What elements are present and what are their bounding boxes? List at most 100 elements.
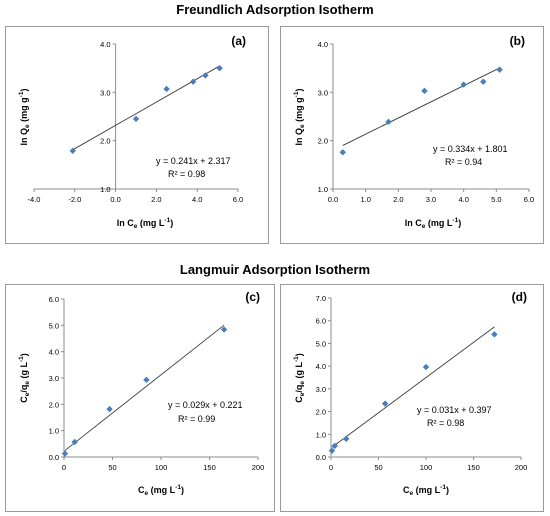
chart-panel-a: -4.0 -2.0 0.0 2.0 4.0 6.0 1.0 2.0 3.0 4.0 y = 0.24… [5,26,269,244]
trendline [72,65,220,151]
x-tick-label: -4.0 [28,195,41,204]
x-tick-label: 0 [62,463,66,472]
x-axis-title: ln Ce (mg L-1) [117,217,173,230]
trendline [331,326,495,448]
data-point-marker [143,376,150,384]
y-tick-label: 0.0 [49,453,59,462]
fit-equation: y = 0.334x + 1.801 [433,144,508,154]
x-tick-label: 4.0 [458,195,468,204]
panel-label: (c) [245,290,260,304]
x-tick-label: 100 [155,463,168,472]
r-squared: R² = 0.99 [178,414,215,424]
chart-c-svg: 0 50 100 150 200 0.0 1.0 2.0 3.0 4.0 5.0 6.0 y = 0.0… [18,290,265,497]
y-tick-label: 3.0 [49,374,59,383]
y-axis-title: ln Qe (mg g-1) [18,89,31,146]
x-axis-title: ln Ce (mg L-1) [405,217,461,230]
fit-equation: y = 0.029x + 0.221 [168,400,243,410]
y-tick-label: 3.0 [318,88,328,97]
y-tick-label: 0.0 [316,453,326,462]
fit-equation: y = 0.031x + 0.397 [417,405,492,415]
x-tick-label: 100 [420,463,433,472]
data-point-marker [220,326,228,333]
data-point-marker [71,438,78,446]
y-tick-label: 2.0 [100,137,110,146]
data-point-marker [460,81,467,88]
y-tick-label: 1.0 [316,430,326,439]
x-axis-title: Ce (mg L-1) [138,484,184,497]
data-point-marker [189,78,197,85]
x-tick-label: 50 [374,463,382,472]
data-point-marker [385,118,392,126]
x-tick-label: -2.0 [68,195,81,204]
x-tick-label: 5.0 [491,195,501,204]
y-tick-label: 1.0 [100,185,110,194]
y-tick-label: 2.0 [49,400,59,409]
y-tick-label: 1.0 [318,185,328,194]
x-tick-label: 2.0 [393,195,403,204]
chart-panel-c: 0 50 100 150 200 0.0 1.0 2.0 3.0 4.0 5.0 6.0 y = 0.0… [5,284,275,512]
chart-panel-b: 0.0 1.0 2.0 3.0 4.0 5.0 6.0 1.0 2.0 3.0 4.0 y = 0.3… [280,26,544,244]
x-tick-label: 1.0 [360,195,370,204]
r-squared: R² = 0.94 [445,157,482,167]
x-tick-label: 150 [467,463,480,472]
data-point-marker [61,450,69,457]
x-tick-label: 2.0 [151,195,161,204]
y-axis-title: Ce/qe (g L-1) [18,353,31,403]
x-tick-label: 200 [252,463,265,472]
panel-label: (b) [510,34,525,48]
data-point-marker [421,87,428,95]
data-point-marker [106,405,113,413]
data-point-marker [328,447,336,454]
data-point-marker [496,66,503,73]
data-point-marker [491,331,498,338]
data-point-marker [422,363,430,371]
x-tick-label: 0.0 [328,195,338,204]
data-point-marker [202,72,209,79]
y-tick-label: 3.0 [316,385,326,394]
chart-d-svg: 0 50 100 150 200 0.0 1.0 2.0 3.0 4.0 5.0 6.0 7.0 y = … [293,290,528,497]
y-tick-label: 5.0 [316,339,326,348]
r-squared: R² = 0.98 [427,418,464,428]
y-tick-label: 7.0 [316,294,326,303]
x-tick-label: 0 [329,463,333,472]
y-tick-label: 2.0 [318,137,328,146]
y-tick-label: 6.0 [316,317,326,326]
panel-label: (a) [231,34,246,48]
data-point-marker [343,435,350,443]
y-tick-label: 2.0 [316,408,326,417]
x-tick-label: 6.0 [524,195,534,204]
data-point-marker [216,64,223,72]
freundlich-title: Freundlich Adsorption Isotherm [176,2,374,17]
x-tick-label: 0.0 [110,195,120,204]
y-tick-label: 4.0 [49,348,59,357]
y-axis-title: ln Qe (mg g-1) [293,89,306,146]
data-point-marker [69,147,76,155]
langmuir-title: Langmuir Adsorption Isotherm [179,262,371,277]
y-tick-label: 4.0 [318,40,328,49]
chart-panel-d: 0 50 100 150 200 0.0 1.0 2.0 3.0 4.0 5.0 6.0 7.0 y = … [280,284,544,512]
y-tick-label: 4.0 [316,362,326,371]
x-tick-label: 150 [203,463,216,472]
y-tick-label: 5.0 [49,321,59,330]
x-tick-label: 50 [108,463,116,472]
chart-b-svg: 0.0 1.0 2.0 3.0 4.0 5.0 6.01.02.03.04.0y = 0.3… [293,34,534,230]
y-tick-label: 6.0 [49,295,59,304]
fit-equation: y = 0.241x + 2.317 [156,156,231,166]
y-tick-label: 1.0 [49,427,59,436]
data-point-marker [339,149,346,156]
data-point-marker [331,442,338,450]
y-tick-label: 4.0 [100,40,110,49]
x-tick-label: 200 [515,463,528,472]
y-tick-label: 3.0 [100,88,110,97]
data-point-marker [480,78,487,85]
chart-a-svg: -4.0 -2.0 0.0 2.0 4.0 6.0 1.0 2.0 3.0 4.0 y = 0.24… [18,34,246,230]
x-axis-title: Ce (mg L-1) [403,484,449,497]
x-tick-label: 3.0 [426,195,436,204]
data-point-marker [381,400,389,407]
trendline [64,324,225,451]
data-point-marker [163,85,170,93]
x-tick-label: 6.0 [233,195,243,204]
trendline [342,67,500,146]
panel-label: (d) [512,290,527,304]
y-axis-title: Ce/qe (g L-1) [293,353,306,403]
